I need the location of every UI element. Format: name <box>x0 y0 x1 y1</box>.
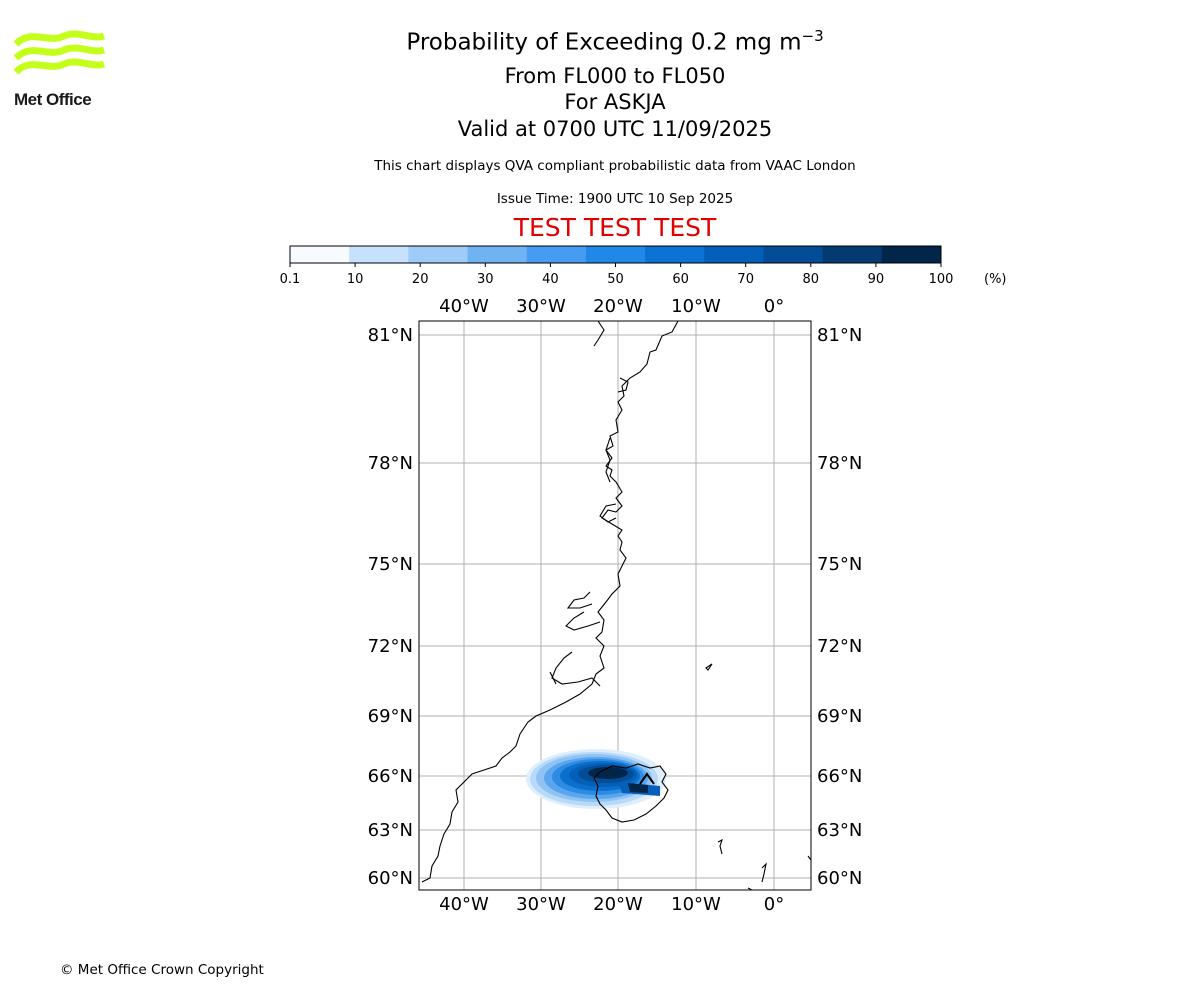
latitude-labels-right: 81°N 78°N 75°N 72°N 69°N 66°N 63°N 60°N <box>817 325 862 889</box>
colorbar-cell <box>822 246 883 263</box>
colorbar-tick-label: 40 <box>542 272 559 287</box>
volcano-triangle-icon <box>639 772 655 785</box>
ash-probability-map: 40°W 30°W 20°W 10°W 0° 40°W 30°W 20°W 10°W 0° 81… <box>368 296 863 915</box>
map-frame <box>418 320 812 891</box>
lon-label-bottom: 20°W <box>593 894 643 915</box>
colorbar-cells <box>290 246 942 263</box>
colorbar-cell <box>585 246 646 263</box>
colorbar-tick-label: 50 <box>607 272 624 287</box>
colorbar-tick-label: 70 <box>737 272 754 287</box>
met-office-wave-logo-icon <box>13 30 106 75</box>
lat-label-left: 75°N <box>368 554 413 575</box>
probability-colorbar: 0.1 10 20 30 40 50 60 70 80 90 100 (%) <box>280 245 1007 287</box>
lon-label-top: 10°W <box>671 296 721 317</box>
lat-label-right: 72°N <box>817 636 862 657</box>
colorbar-tick-label: 0.1 <box>280 272 301 287</box>
test-banner: TEST TEST TEST <box>513 213 717 242</box>
lat-label-left: 72°N <box>368 636 413 657</box>
lon-label-top: 0° <box>764 296 784 317</box>
logo-text: Met Office <box>14 90 92 109</box>
colorbar-cell <box>467 246 528 263</box>
colorbar-cell <box>290 246 350 263</box>
lat-label-left: 66°N <box>368 766 413 787</box>
lat-label-right: 69°N <box>817 706 862 727</box>
ash-plume <box>526 749 666 809</box>
colorbar-tick-label: 10 <box>347 272 364 287</box>
colorbar-tick-label: 90 <box>868 272 885 287</box>
volcano-name: For ASKJA <box>564 90 666 114</box>
colorbar-tick-label: 30 <box>477 272 494 287</box>
colorbar-cell <box>763 246 824 263</box>
lon-label-top: 40°W <box>439 296 489 317</box>
lon-label-bottom: 30°W <box>516 894 566 915</box>
lat-label-right: 81°N <box>817 325 862 346</box>
flight-level-range: From FL000 to FL050 <box>504 64 726 88</box>
lat-label-right: 78°N <box>817 453 862 474</box>
colorbar-tick-label: 60 <box>672 272 689 287</box>
lon-label-bottom: 0° <box>764 894 784 915</box>
lon-label-bottom: 40°W <box>439 894 489 915</box>
colorbar-unit-label: (%) <box>984 272 1007 287</box>
latitude-labels-left: 81°N 78°N 75°N 72°N 69°N 66°N 63°N 60°N <box>368 325 413 889</box>
issue-time: Issue Time: 1900 UTC 10 Sep 2025 <box>496 191 734 207</box>
longitude-labels-top: 40°W 30°W 20°W 10°W 0° <box>439 296 784 317</box>
lat-label-left: 81°N <box>368 325 413 346</box>
lat-label-left: 78°N <box>368 453 413 474</box>
lat-label-right: 66°N <box>817 766 862 787</box>
lat-label-right: 75°N <box>817 554 862 575</box>
lat-label-left: 60°N <box>368 868 413 889</box>
lon-label-top: 30°W <box>516 296 566 317</box>
coastlines <box>421 321 811 890</box>
lat-label-right: 63°N <box>817 820 862 841</box>
chart-title-superscript: −3 <box>801 27 824 45</box>
colorbar-ticks: 0.1 10 20 30 40 50 60 70 80 90 100 <box>280 263 954 287</box>
copyright-notice: © Met Office Crown Copyright <box>60 962 264 978</box>
lat-label-right: 60°N <box>817 868 862 889</box>
colorbar-cell <box>408 246 469 263</box>
lon-label-bottom: 10°W <box>671 894 721 915</box>
lat-label-left: 63°N <box>368 820 413 841</box>
colorbar-cell <box>645 246 705 263</box>
colorbar-cell <box>349 246 409 263</box>
colorbar-cell <box>526 246 587 263</box>
valid-time: Valid at 0700 UTC 11/09/2025 <box>457 117 773 141</box>
qva-note: This chart displays QVA compliant probab… <box>374 158 856 174</box>
chart-title: Probability of Exceeding 0.2 mg m−3 <box>300 27 930 56</box>
lon-label-top: 20°W <box>593 296 643 317</box>
colorbar-tick-label: 80 <box>803 272 820 287</box>
colorbar-tick-label: 100 <box>929 272 954 287</box>
longitude-labels-bottom: 40°W 30°W 20°W 10°W 0° <box>439 894 784 915</box>
colorbar-cell <box>704 246 764 263</box>
met-office-logo: Met Office <box>13 30 106 112</box>
chart-title-main: Probability of Exceeding 0.2 mg m <box>406 29 802 56</box>
colorbar-tick-label: 20 <box>412 272 429 287</box>
lat-label-left: 69°N <box>368 706 413 727</box>
colorbar-cell <box>881 246 942 263</box>
